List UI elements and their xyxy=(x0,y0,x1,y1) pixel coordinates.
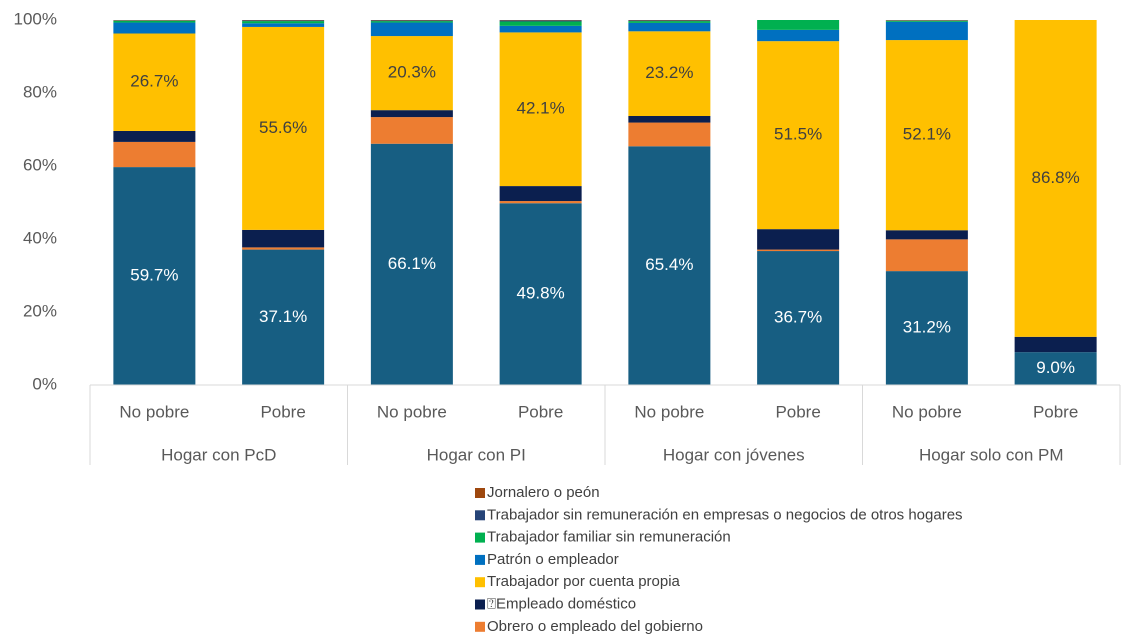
x-tick-label: Pobre xyxy=(260,402,305,421)
legend-swatch xyxy=(475,621,485,632)
bar-segment xyxy=(242,21,325,24)
bar-segment xyxy=(113,130,196,142)
y-tick-label: 40% xyxy=(23,228,57,247)
bar-segment xyxy=(242,247,325,250)
legend-swatch xyxy=(475,488,485,498)
bar-segment xyxy=(370,110,453,118)
bar-segment xyxy=(885,40,968,231)
legend-label: Jornalero o peón xyxy=(487,484,600,501)
y-tick-label: 60% xyxy=(23,155,57,174)
bar-segment xyxy=(628,122,711,147)
legend-swatch xyxy=(475,554,485,565)
y-tick-label: 80% xyxy=(23,82,57,101)
legend-label: ⍰Empleado doméstico xyxy=(487,595,636,612)
data-label: 42.1% xyxy=(517,99,565,118)
bar-segment xyxy=(499,20,582,22)
bar-segment xyxy=(370,36,453,111)
bar-segment xyxy=(499,25,582,33)
y-tick-label: 20% xyxy=(23,301,57,320)
bar-segment xyxy=(499,201,582,204)
group-label: Hogar con PI xyxy=(427,445,526,464)
bar-segment xyxy=(628,115,711,123)
bar-segment xyxy=(499,21,582,26)
bar-segment xyxy=(628,20,711,22)
x-tick-label: No pobre xyxy=(634,402,704,421)
bar-segment xyxy=(242,23,325,27)
bar-segment xyxy=(628,21,711,23)
x-tick-label: Pobre xyxy=(518,402,563,421)
data-label: 23.2% xyxy=(645,63,693,82)
bar-segment xyxy=(499,203,582,385)
bar-segment xyxy=(370,20,453,22)
bar-segment xyxy=(885,21,968,41)
data-label: 9.0% xyxy=(1036,358,1075,377)
bar-segment xyxy=(628,22,711,32)
data-label: 37.1% xyxy=(259,307,307,326)
bar-segment xyxy=(370,21,453,23)
bar-segment xyxy=(757,20,840,30)
legend-swatch xyxy=(475,532,485,543)
legend-label: Trabajador por cuenta propia xyxy=(487,573,681,590)
data-label: 55.6% xyxy=(259,118,307,137)
bar-segment xyxy=(242,229,325,248)
data-label: 26.7% xyxy=(130,72,178,91)
data-label: 59.7% xyxy=(130,266,178,285)
legend-swatch xyxy=(475,577,485,588)
legend-label: Obrero o empleado del gobierno xyxy=(487,618,703,635)
data-label: 31.2% xyxy=(903,318,951,337)
group-label: Hogar con PcD xyxy=(161,445,276,464)
bar-segment xyxy=(1014,20,1097,337)
legend-label: Trabajador familiar sin remuneración xyxy=(487,529,731,546)
x-tick-label: Pobre xyxy=(1033,402,1078,421)
bar-segment xyxy=(628,146,711,385)
data-label: 49.8% xyxy=(517,284,565,303)
bar-segment xyxy=(113,22,196,34)
data-label: 36.7% xyxy=(774,308,822,327)
x-tick-label: Pobre xyxy=(775,402,820,421)
data-label: 86.8% xyxy=(1032,168,1080,187)
group-label: Hogar con jóvenes xyxy=(663,445,805,464)
bar-segment xyxy=(757,249,840,252)
bar-segment xyxy=(370,22,453,37)
bar-segment xyxy=(499,186,582,202)
data-label: 65.4% xyxy=(645,255,693,274)
data-label: 66.1% xyxy=(388,254,436,273)
bar-segment xyxy=(113,33,196,131)
legend-label: Patrón o empleador xyxy=(487,551,619,568)
bar-segment xyxy=(113,167,196,385)
bar-segment xyxy=(370,143,453,385)
bar-segment xyxy=(757,251,840,385)
bar-segment xyxy=(628,31,711,116)
bar-segment xyxy=(885,230,968,240)
bar-segment xyxy=(1014,352,1097,385)
bar-segment xyxy=(113,20,196,23)
bar-segment xyxy=(242,20,325,22)
data-label: 52.1% xyxy=(903,125,951,144)
bar-segment xyxy=(370,117,453,144)
legend-swatch xyxy=(475,599,485,610)
bar-segment xyxy=(885,239,968,272)
bar-segment xyxy=(757,41,840,230)
y-tick-label: 100% xyxy=(14,9,57,28)
bar-segment xyxy=(757,29,840,42)
x-tick-label: No pobre xyxy=(892,402,962,421)
bar-segment xyxy=(885,20,968,22)
x-tick-label: No pobre xyxy=(377,402,447,421)
bar-segment xyxy=(757,229,840,250)
bar-segment xyxy=(1014,336,1097,353)
bar-segment xyxy=(885,271,968,385)
bar-segment xyxy=(499,32,582,187)
legend-swatch xyxy=(475,510,485,521)
data-label: 51.5% xyxy=(774,125,822,144)
bar-segment xyxy=(242,26,325,230)
y-tick-label: 0% xyxy=(32,374,57,393)
group-label: Hogar solo con PM xyxy=(919,445,1064,464)
legend-label: Trabajador sin remuneración en empresas … xyxy=(487,506,963,523)
data-label: 20.3% xyxy=(388,63,436,82)
bar-segment xyxy=(242,249,325,385)
bar-segment xyxy=(113,141,196,168)
x-tick-label: No pobre xyxy=(119,402,189,421)
